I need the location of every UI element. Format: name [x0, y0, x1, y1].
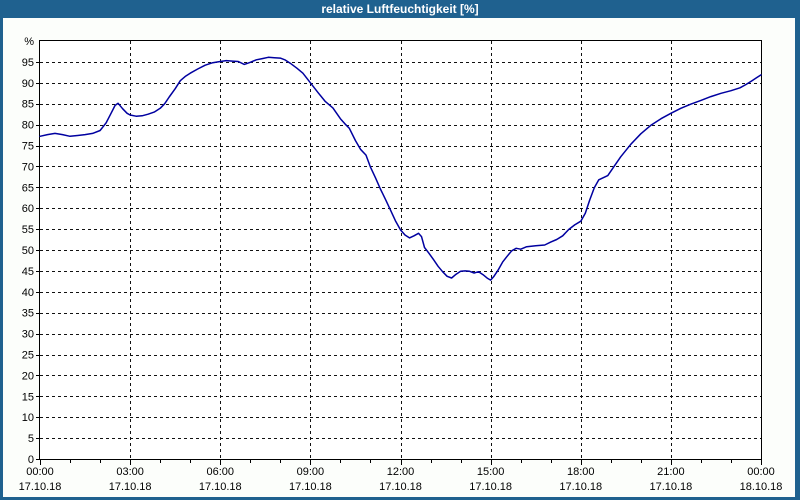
x-axis-date-label: 17.10.18 [199, 481, 242, 493]
y-axis-label: 55 [22, 224, 34, 236]
x-axis-date-label: 17.10.18 [559, 481, 602, 493]
y-axis-label: 70 [22, 161, 34, 173]
x-axis-date-label: 18.10.18 [740, 481, 783, 493]
x-axis-date-label: 17.10.18 [379, 481, 422, 493]
y-axis-label: 5 [28, 433, 34, 445]
x-axis-time-label: 00:00 [26, 466, 54, 478]
x-axis-time-label: 21:00 [657, 466, 685, 478]
x-axis-time-label: 00:00 [747, 466, 775, 478]
x-axis-time-label: 03:00 [116, 466, 144, 478]
y-axis-label: 85 [22, 99, 34, 111]
x-axis-date-label: 17.10.18 [469, 481, 512, 493]
y-axis-label: 60 [22, 203, 34, 215]
y-axis-label: 25 [22, 350, 34, 362]
y-axis-label: 45 [22, 266, 34, 278]
chart-title: relative Luftfeuchtigkeit [%] [321, 2, 479, 16]
x-axis-time-label: 15:00 [477, 466, 505, 478]
y-axis-label: 30 [22, 329, 34, 341]
x-axis-date-label: 17.10.18 [649, 481, 692, 493]
x-axis-date-label: 17.10.18 [289, 481, 332, 493]
y-axis-label: 15 [22, 391, 34, 403]
y-axis-label: 40 [22, 287, 34, 299]
y-axis-label: 35 [22, 308, 34, 320]
y-axis-label: 65 [22, 182, 34, 194]
y-axis-label: 20 [22, 370, 34, 382]
humidity-series-line [39, 56, 762, 281]
x-axis-time-label: 06:00 [206, 466, 234, 478]
x-axis-time-label: 12:00 [387, 466, 415, 478]
title-bar: relative Luftfeuchtigkeit [%] [0, 0, 800, 18]
x-axis-time-label: 18:00 [567, 466, 595, 478]
x-axis-time-label: 09:00 [297, 466, 325, 478]
y-axis-unit-label: % [24, 36, 34, 48]
y-axis-label: 75 [22, 141, 34, 153]
y-axis-label: 50 [22, 245, 34, 257]
y-axis-label: 80 [22, 120, 34, 132]
y-axis-label: 95 [22, 57, 34, 69]
x-axis-date-label: 17.10.18 [109, 481, 152, 493]
y-axis-label: 10 [22, 412, 34, 424]
x-axis-date-label: 17.10.18 [19, 481, 62, 493]
y-axis-label: 0 [28, 454, 34, 466]
y-axis-label: 90 [22, 78, 34, 90]
